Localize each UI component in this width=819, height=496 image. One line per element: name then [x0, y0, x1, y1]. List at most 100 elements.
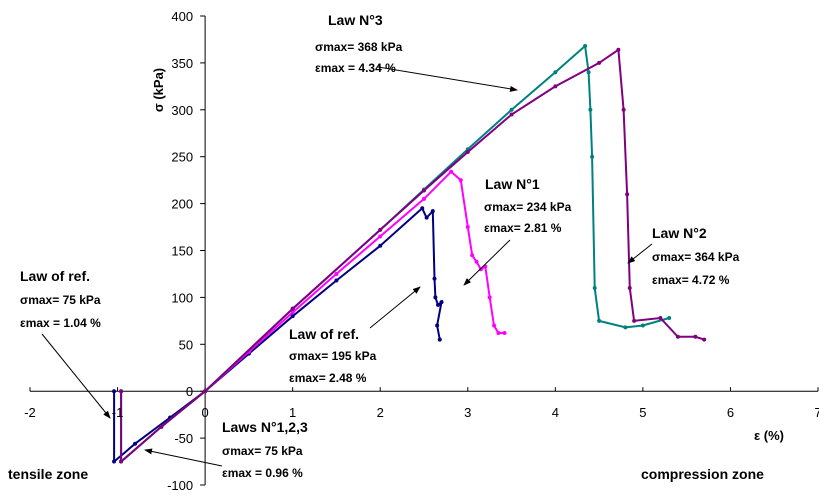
- series-point-3: [675, 334, 680, 339]
- y-tick-label: -50: [174, 431, 193, 446]
- annotation-law2-emax: εmax= 4.72 %: [652, 273, 730, 287]
- series-point-2: [623, 325, 628, 330]
- series-point-3: [616, 47, 621, 52]
- series-point-3: [553, 84, 558, 89]
- annotation-law3-emax: εmax = 4.34 %: [315, 61, 396, 75]
- series-point-1: [290, 310, 295, 315]
- series-point-1: [465, 225, 470, 230]
- series-point-3: [119, 459, 124, 464]
- series-point-2: [583, 44, 588, 49]
- series-point-1: [458, 178, 463, 183]
- y-tick-label: 250: [171, 150, 193, 165]
- series-point-3: [465, 150, 470, 155]
- series-point-0: [435, 323, 440, 328]
- x-tick-label: 1: [289, 405, 296, 420]
- arrow-laws123: [144, 448, 223, 467]
- annotation-laws123-title: Laws N°1,2,3: [222, 419, 308, 435]
- annotation-ref-tensile-title: Law of ref.: [20, 268, 90, 284]
- y-axis-title: σ (kPa): [151, 68, 166, 112]
- annotation-law1-smax: σmax= 234 kPa: [484, 200, 572, 214]
- arrow-law1: [463, 239, 511, 286]
- series-point-1: [487, 295, 492, 300]
- annotation-law1-emax: εmax= 2.81 %: [484, 221, 562, 235]
- series-point-3: [702, 337, 707, 342]
- series-point-0: [432, 276, 437, 281]
- series-point-0: [290, 314, 295, 319]
- series-point-1: [502, 331, 507, 336]
- series-point-2: [667, 316, 672, 321]
- x-tick-label: 5: [639, 405, 646, 420]
- annotation-law-ref-tensile: Law of ref. σmax= 75 kPa εmax = 1.04 %: [20, 268, 101, 330]
- series-point-0: [424, 215, 429, 220]
- series-point-0: [439, 300, 444, 305]
- series-point-3: [625, 192, 630, 197]
- series-point-1: [474, 259, 479, 264]
- arrow-ref-tensile: [41, 333, 111, 419]
- series-point-2: [640, 323, 645, 328]
- arrow-ref-compression: [369, 286, 421, 329]
- series-point-1: [492, 323, 497, 328]
- series-point-0: [433, 295, 438, 300]
- x-tick-label: -2: [24, 405, 36, 420]
- series-point-3: [621, 107, 626, 112]
- annotation-laws123-smax: σmax= 75 kPa: [222, 444, 303, 458]
- series-point-1: [378, 234, 383, 239]
- series-point-3: [509, 112, 514, 117]
- series-point-3: [290, 306, 295, 311]
- annotation-laws123-tensile: Laws N°1,2,3 σmax= 75 kPa εmax = 0.96 %: [222, 419, 308, 480]
- series-point-3: [597, 60, 602, 65]
- annotation-ref-tensile-emax: εmax = 1.04 %: [20, 316, 101, 330]
- arrow-law3: [377, 66, 518, 92]
- annotation-ref-tensile-smax: σmax= 75 kPa: [20, 293, 101, 307]
- x-tick-label: 2: [377, 405, 384, 420]
- tensile-zone-label: tensile zone: [8, 466, 88, 482]
- series-point-2: [590, 154, 595, 159]
- annotation-law3-title: Law N°3: [328, 12, 383, 28]
- series-point-3: [627, 286, 632, 291]
- annotation-ref-compression-smax: σmax= 195 kPa: [289, 349, 377, 363]
- series-point-0: [112, 389, 117, 394]
- y-tick-label: 0: [186, 384, 193, 399]
- series-point-3: [159, 424, 164, 429]
- x-axis-title: ε (%): [754, 428, 784, 443]
- tick-labels: -2 -1 0 1 2 3 4 5 6 7 -100 -50 0 50 100 150 200 250 300 350…: [24, 9, 819, 493]
- x-tick-label: 6: [727, 405, 734, 420]
- series-point-0: [112, 459, 117, 464]
- series-point-0: [436, 302, 441, 307]
- series-point-0: [334, 278, 339, 283]
- annotation-law-ref-compression: Law of ref. σmax= 195 kPa εmax= 2.48 %: [289, 326, 377, 385]
- y-tick-label: -100: [167, 478, 193, 493]
- y-tick-label: 400: [171, 9, 193, 24]
- annotation-ref-compression-emax: εmax= 2.48 %: [289, 371, 367, 385]
- series-point-0: [378, 243, 383, 248]
- series-point-0: [133, 441, 138, 446]
- series-point-0: [437, 337, 442, 342]
- y-tick-label: 300: [171, 103, 193, 118]
- x-tick-label: 0: [201, 405, 208, 420]
- series-point-3: [632, 318, 637, 323]
- x-tick-label: 3: [464, 405, 471, 420]
- series-point-3: [378, 227, 383, 232]
- annotation-law3: Law N°3 σmax= 368 kPa εmax = 4.34 %: [315, 12, 403, 75]
- series-point-1: [334, 271, 339, 276]
- y-tick-label: 350: [171, 56, 193, 71]
- x-tick-label: -1: [112, 405, 124, 420]
- series-point-1: [470, 253, 475, 258]
- series-line-2: [120, 44, 670, 464]
- series-point-1: [496, 331, 501, 336]
- annotation-law3-smax: σmax= 368 kPa: [315, 40, 403, 54]
- series-point-2: [586, 70, 591, 75]
- x-tick-label: 7: [814, 405, 819, 420]
- series-point-2: [509, 107, 514, 112]
- annotation-arrows: [41, 66, 653, 467]
- series-point-0: [420, 206, 425, 211]
- series-point-2: [553, 70, 558, 75]
- arrow-law2: [627, 243, 653, 264]
- series-point-1: [449, 169, 454, 174]
- series-point-3: [693, 334, 698, 339]
- annotation-law2: Law N°2 σmax= 364 kPa εmax= 4.72 %: [652, 225, 740, 287]
- y-tick-label: 100: [171, 290, 193, 305]
- annotation-ref-compression-title: Law of ref.: [289, 326, 359, 342]
- annotation-law2-title: Law N°2: [652, 225, 707, 241]
